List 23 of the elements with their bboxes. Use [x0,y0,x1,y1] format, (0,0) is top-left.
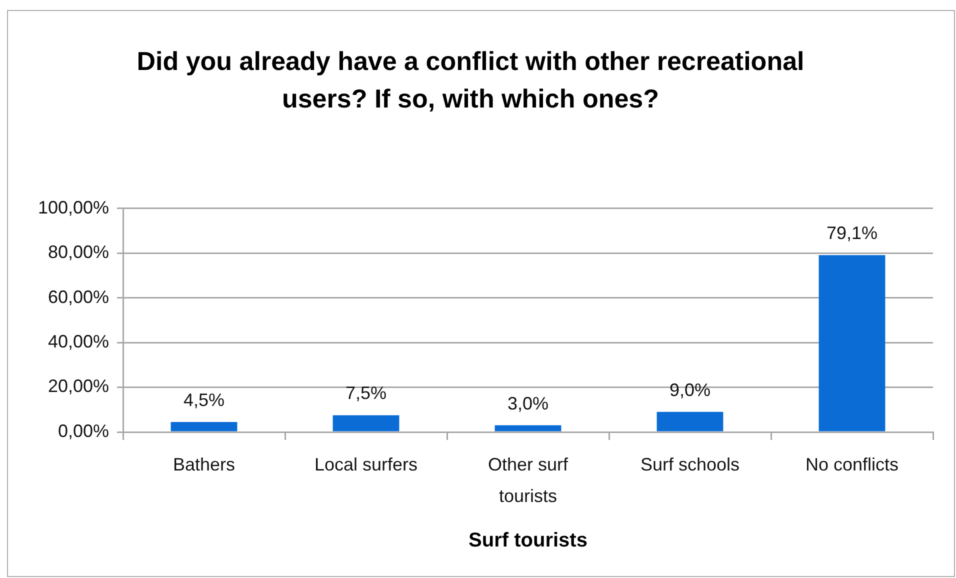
data-label: 3,0% [507,393,549,414]
y-tick-label: 100,00% [38,197,109,218]
bar [818,255,886,432]
data-label: 7,5% [345,383,387,404]
data-label: 9,0% [669,380,711,400]
data-label: 4,5% [183,390,225,410]
y-tick-label: 0,00% [58,420,109,441]
chart-title: Did you already have a conflict with other recreational users? If so, with which ones? [136,46,804,114]
x-tick-label: Surf schools [640,454,740,475]
bar [332,415,400,432]
y-tick-label: 20,00% [48,376,109,396]
x-tick-label: Other surf tourists [488,454,570,506]
x-tick-label: Local surfers [314,454,418,475]
y-tick-label: 60,00% [48,286,109,307]
y-tick-label: 40,00% [48,332,109,352]
y-tick-label: 80,00% [48,242,109,262]
x-axis-title: Surf tourists [468,530,588,552]
data-label: 79,1% [826,223,878,244]
x-tick-label: No conflicts [805,454,899,475]
x-tick-label: Bathers [172,454,236,475]
bar [170,422,238,432]
bar [494,425,562,432]
bar [656,412,724,432]
